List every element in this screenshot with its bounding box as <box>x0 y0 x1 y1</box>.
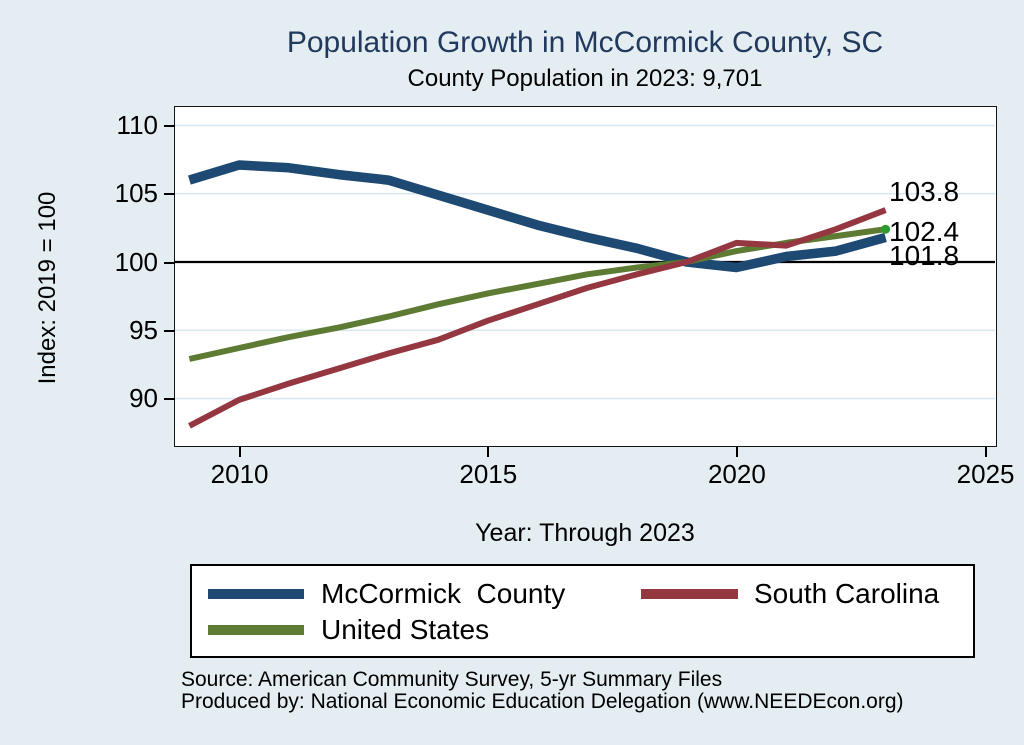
y-tick-label-90: 90 <box>129 383 158 414</box>
end-value-label-mccormick-county: 101.8 <box>889 240 960 271</box>
x-tick-label-2020: 2020 <box>707 459 766 489</box>
chart-subtitle: County Population in 2023: 9,701 <box>407 65 763 92</box>
x-tick-2015 <box>487 447 490 457</box>
y-tick-label-110: 110 <box>116 109 158 140</box>
chart-title: Population Growth in McCormick County, S… <box>286 26 884 59</box>
end-value-label-united-states: 102.4 <box>889 216 960 247</box>
end-value-label-south-carolina: 103.8 <box>889 176 960 207</box>
plot-area <box>174 106 997 447</box>
legend: McCormick County South Carolina United S… <box>190 564 975 658</box>
y-tick-label-100: 100 <box>114 246 158 277</box>
legend-label-south-carolina: South Carolina <box>754 578 940 609</box>
y-tick-95 <box>164 329 175 332</box>
produced-by-line: Produced by: National Economic Education… <box>181 689 904 713</box>
series-line-united-states <box>188 226 887 362</box>
x-tick-label-2025: 2025 <box>956 459 1015 489</box>
legend-label-united-states: United States <box>321 614 490 645</box>
source-line: Source: American Community Survey, 5-yr … <box>181 668 723 691</box>
end-marker-united-states <box>881 224 891 234</box>
series-line-south-carolina <box>188 207 887 429</box>
y-tick-label-105: 105 <box>114 178 158 209</box>
x-tick-2025 <box>984 447 987 457</box>
y-tick-105 <box>164 193 175 196</box>
legend-label-mccormick-county: McCormick County <box>321 578 566 609</box>
legend-swatch-united-states <box>208 625 304 635</box>
source-note: Source: American Community Survey, 5-yr … <box>181 669 981 712</box>
y-tick-110 <box>164 124 175 127</box>
x-tick-2010 <box>238 447 241 457</box>
y-tick-100 <box>164 261 175 264</box>
line-chart <box>175 124 995 429</box>
x-axis-title: Year: Through 2023 <box>475 519 695 547</box>
y-tick-label-95: 95 <box>129 314 158 345</box>
series-line-mccormick-county <box>188 160 887 273</box>
legend-swatch-south-carolina <box>641 589 738 599</box>
x-tick-label-2015: 2015 <box>459 459 518 489</box>
y-tick-90 <box>164 398 175 401</box>
x-tick-2020 <box>735 447 738 457</box>
legend-swatch-mccormick-county <box>208 589 304 599</box>
x-tick-label-2010: 2010 <box>210 459 269 489</box>
